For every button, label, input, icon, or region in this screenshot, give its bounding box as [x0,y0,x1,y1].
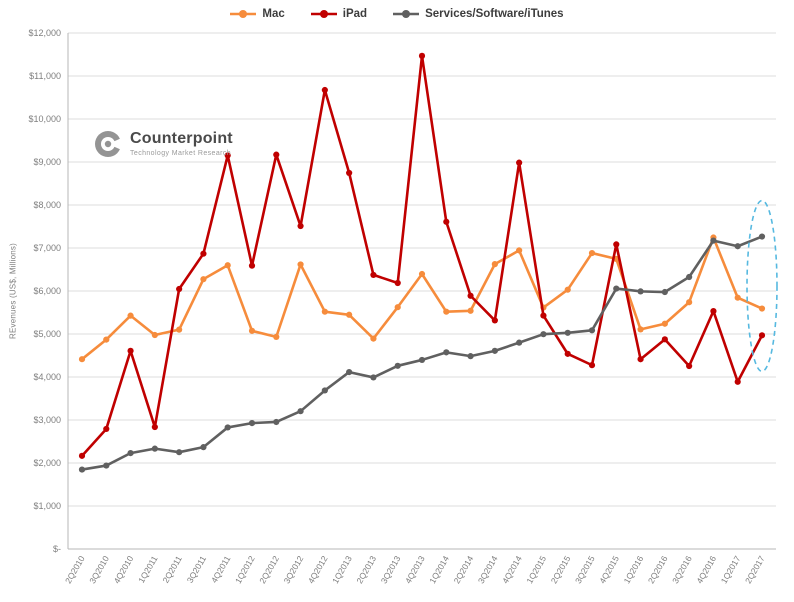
svg-text:3Q2011: 3Q2011 [185,554,209,585]
svg-text:$3,000: $3,000 [33,415,61,425]
watermark-title: Counterpoint [130,130,233,148]
series-services-software-itunes [78,233,766,473]
watermark-text: Counterpoint Technology Market Research [130,130,233,157]
svg-text:3Q2013: 3Q2013 [379,554,403,585]
svg-text:4Q2016: 4Q2016 [694,554,718,585]
svg-text:$9,000: $9,000 [33,157,61,167]
svg-text:1Q2013: 1Q2013 [330,554,354,585]
legend-label-services: Services/Software/iTunes [425,8,564,20]
svg-text:4Q2015: 4Q2015 [597,554,621,585]
svg-text:4Q2012: 4Q2012 [306,554,330,585]
svg-text:3Q2015: 3Q2015 [573,554,597,585]
svg-text:$7,000: $7,000 [33,243,61,253]
y-axis-title: REvenues (US$, Millions) [8,243,18,339]
gridlines [67,32,776,550]
svg-text:2Q2012: 2Q2012 [257,554,281,585]
counterpoint-watermark: Counterpoint Technology Market Research [92,128,233,160]
mac-legend-marker-icon [230,10,257,18]
services-legend-marker-icon [393,10,420,18]
svg-text:3Q2012: 3Q2012 [282,554,306,585]
x-axis-tick-labels: 2Q2010 3Q2010 4Q2010 1Q2011 2Q2011 3Q2011 4Q20… [63,554,767,585]
svg-text:4Q2010: 4Q2010 [112,554,136,585]
svg-text:4Q2014: 4Q2014 [500,554,524,585]
svg-text:4Q2011: 4Q2011 [209,554,233,585]
svg-text:2Q2017: 2Q2017 [743,554,767,585]
chart-legend: Mac iPad Services/Software/iTunes [0,8,794,20]
svg-text:2Q2015: 2Q2015 [549,554,573,585]
svg-text:1Q2011: 1Q2011 [136,554,160,585]
svg-text:1Q2014: 1Q2014 [427,554,451,585]
svg-text:$11,000: $11,000 [29,71,61,81]
svg-text:1Q2015: 1Q2015 [524,554,548,585]
watermark-subtitle: Technology Market Research [130,149,232,157]
svg-text:1Q2017: 1Q2017 [719,554,743,585]
svg-text:$12,000: $12,000 [28,28,61,38]
svg-text:$1,000: $1,000 [33,501,61,511]
svg-text:3Q2014: 3Q2014 [476,554,500,585]
svg-text:$-: $- [53,544,61,554]
svg-text:2Q2016: 2Q2016 [646,554,670,585]
svg-text:2Q2010: 2Q2010 [63,554,87,585]
legend-label-mac: Mac [262,8,285,20]
svg-text:4Q2013: 4Q2013 [403,554,427,585]
y-axis-tick-labels: $- $1,000 $2,000 $3,000 $4,000 $5,000 $6,000 $7… [28,28,61,554]
series-ipad [78,52,766,459]
svg-text:3Q2010: 3Q2010 [87,554,111,585]
svg-text:2Q2013: 2Q2013 [354,554,378,585]
legend-label-ipad: iPad [342,8,368,20]
legend-item-mac: Mac [230,8,285,20]
svg-text:3Q2016: 3Q2016 [670,554,694,585]
svg-text:$8,000: $8,000 [33,200,61,210]
svg-text:2Q2014: 2Q2014 [452,554,476,585]
svg-text:$5,000: $5,000 [33,329,61,339]
ipad-legend-marker-icon [310,10,337,18]
counterpoint-logo-icon [95,131,124,157]
legend-item-services: Services/Software/iTunes [393,8,564,20]
svg-text:$2,000: $2,000 [33,458,61,468]
svg-text:1Q2012: 1Q2012 [233,554,257,585]
legend-item-ipad: iPad [310,8,368,20]
svg-text:$6,000: $6,000 [33,286,61,296]
svg-text:$4,000: $4,000 [33,372,61,382]
svg-text:1Q2016: 1Q2016 [622,554,646,585]
svg-text:2Q2011: 2Q2011 [160,554,184,585]
svg-text:$10,000: $10,000 [28,114,61,124]
latest-quarter-highlight-ellipse [746,199,778,373]
series-mac [78,234,766,363]
